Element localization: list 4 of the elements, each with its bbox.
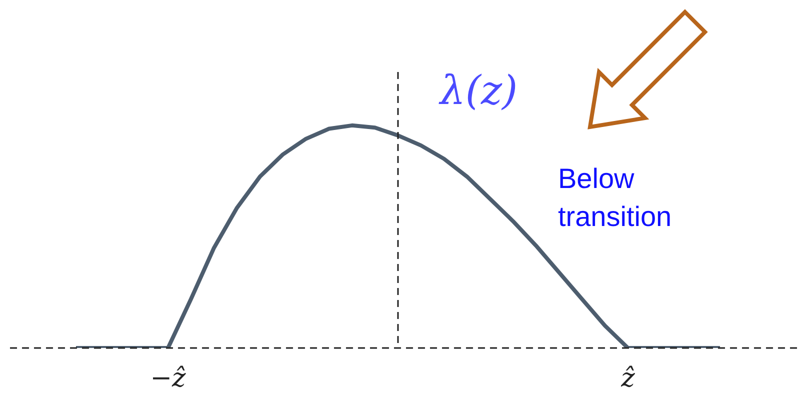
y-axis-title: λ(z): [440, 68, 518, 114]
x-tick-label: ẑ: [620, 363, 636, 394]
x-tick-label: −ẑ: [150, 363, 186, 394]
annotation: Below transition: [558, 162, 673, 234]
